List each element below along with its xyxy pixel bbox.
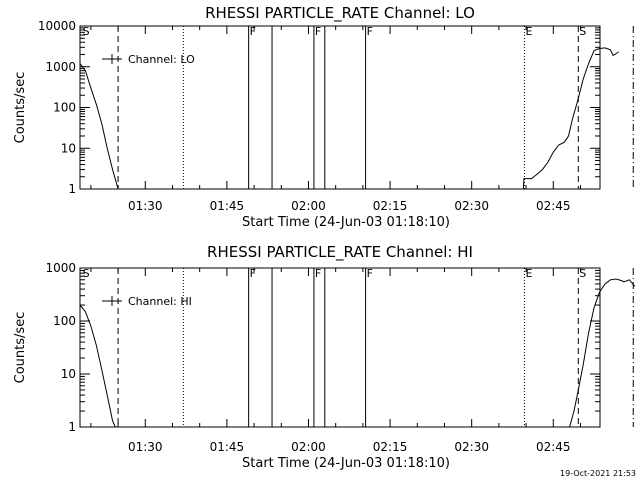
x-tick-label: 01:30 xyxy=(128,199,163,213)
x-tick-label: 02:00 xyxy=(291,199,326,213)
footer-timestamp: 19-Oct-2021 21:53 xyxy=(560,469,636,478)
y-tick-label: 10 xyxy=(61,367,76,381)
chart-title: RHESSI PARTICLE_RATE Channel: LO xyxy=(205,4,475,23)
event-marker-label: F xyxy=(315,267,321,280)
panel-lo: RHESSI PARTICLE_RATE Channel: LO Counts/s… xyxy=(13,4,634,230)
event-marker-label: S xyxy=(579,25,586,38)
y-axis-label: Counts/sec xyxy=(13,312,28,384)
plot-frame xyxy=(79,25,601,190)
plot-frame xyxy=(79,267,601,428)
x-tick-label: 02:15 xyxy=(373,440,408,454)
x-tick-label: 02:00 xyxy=(291,440,326,454)
x-tick-label: 01:45 xyxy=(210,440,245,454)
series-line xyxy=(569,278,636,428)
x-tick-label: 01:30 xyxy=(128,440,163,454)
y-tick-label: 1000 xyxy=(45,261,76,275)
x-tick-label: 02:45 xyxy=(536,199,571,213)
x-tick-label: 02:30 xyxy=(454,199,489,213)
y-tick-label: 1 xyxy=(68,420,76,434)
y-tick-label: 100 xyxy=(53,101,76,115)
event-marker-label: E xyxy=(525,25,532,38)
panel-hi: RHESSI PARTICLE_RATE Channel: HI Counts/s… xyxy=(13,243,636,471)
series-line xyxy=(79,63,119,190)
legend-label: Channel: LO xyxy=(128,53,195,66)
legend-label: Channel: HI xyxy=(128,295,192,308)
chart-title: RHESSI PARTICLE_RATE Channel: HI xyxy=(207,243,473,262)
x-axis-label: Start Time (24-Jun-03 01:18:10) xyxy=(242,456,450,471)
y-axis-label: Counts/sec xyxy=(13,72,28,144)
y-tick-label: 1000 xyxy=(45,60,76,74)
event-marker-label: F xyxy=(367,25,373,38)
x-tick-label: 01:45 xyxy=(210,199,245,213)
event-marker-label: F xyxy=(315,25,321,38)
x-tick-label: 02:15 xyxy=(373,199,408,213)
series-line xyxy=(522,47,619,190)
x-tick-label: 02:45 xyxy=(536,440,571,454)
series-line xyxy=(79,304,116,428)
event-marker-label: E xyxy=(525,267,532,280)
y-tick-label: 1 xyxy=(68,182,76,196)
x-axis-label: Start Time (24-Jun-03 01:18:10) xyxy=(242,215,450,230)
event-marker-label: S xyxy=(83,25,90,38)
event-marker-label: F xyxy=(367,267,373,280)
event-marker-label: S xyxy=(579,267,586,280)
event-marker-label: F xyxy=(250,267,256,280)
y-tick-label: 100 xyxy=(53,314,76,328)
event-marker-label: S xyxy=(83,267,90,280)
x-tick-label: 02:30 xyxy=(454,440,489,454)
event-marker-label: F xyxy=(250,25,256,38)
y-tick-label: 10 xyxy=(61,141,76,155)
y-tick-label: 10000 xyxy=(38,19,76,33)
